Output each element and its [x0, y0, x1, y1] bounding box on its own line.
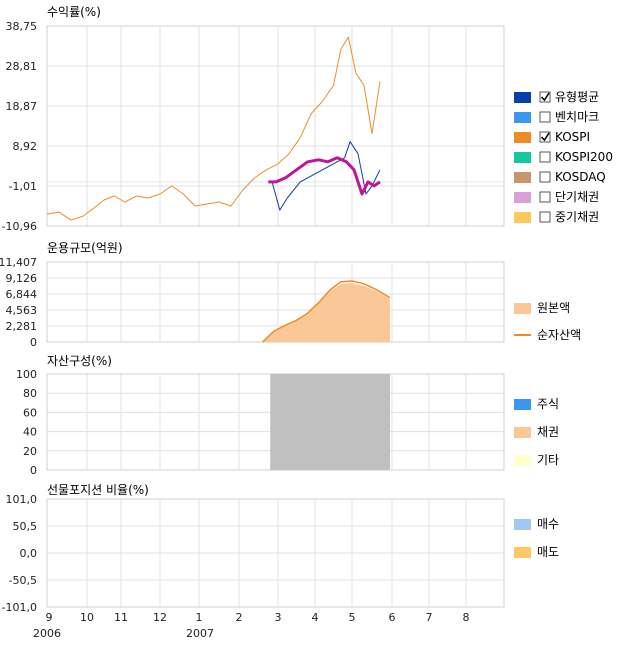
panel-title: 수익률(%): [47, 5, 101, 19]
y-tick-label: 0: [30, 336, 37, 349]
y-tick-label: 38,75: [6, 20, 38, 33]
y-tick-label: -1,01: [9, 180, 37, 193]
legend-label: 주식: [537, 397, 559, 411]
x-tick-label: 4: [312, 611, 319, 624]
series-area-principal: [262, 283, 390, 342]
series-line-type_avg: [271, 141, 381, 211]
legend-checkbox: [539, 111, 551, 123]
legend-swatch: [514, 547, 531, 558]
legend-checkbox: [539, 211, 551, 223]
y-tick-label: 40: [23, 426, 37, 439]
x-year-label: 2006: [33, 627, 61, 640]
series-line-kospi: [46, 36, 381, 221]
legend-swatch: [514, 172, 531, 183]
legend-swatch: [514, 152, 531, 163]
x-tick-label: 10: [80, 611, 94, 624]
check-icon: [540, 92, 550, 102]
x-tick-label: 3: [275, 611, 282, 624]
x-tick-label: 6: [389, 611, 396, 624]
y-tick-label: 8,92: [13, 140, 38, 153]
panel-title: 운용규모(억원): [47, 241, 123, 255]
legend-label: 단기채권: [555, 190, 599, 204]
x-tick-label: 12: [153, 611, 167, 624]
legend-label: KOSPI200: [555, 150, 613, 164]
y-tick-label: 18,87: [6, 100, 38, 113]
legend-label: 유형평균: [555, 90, 599, 104]
y-tick-label: 101,0: [6, 493, 38, 506]
y-tick-label: -10,96: [2, 220, 37, 233]
legend-label: 기타: [537, 453, 559, 467]
legend-swatch: [514, 132, 531, 143]
y-tick-label: 9,126: [6, 272, 38, 285]
panel-title: 선물포지션 비율(%): [47, 483, 149, 497]
y-tick-label: 2,281: [6, 320, 38, 333]
legend-label: 매수: [537, 517, 559, 531]
y-tick-label: 0,0: [20, 547, 38, 560]
legend-swatch: [514, 303, 531, 314]
asset-composition-block: [270, 374, 390, 470]
legend-checkbox: [539, 131, 551, 143]
y-tick-label: 20: [23, 445, 37, 458]
legend-label: 매도: [537, 545, 559, 559]
legend-swatch: [514, 519, 531, 530]
legend-swatch: [514, 455, 531, 466]
x-tick-label: 2: [236, 611, 243, 624]
x-tick-label: 8: [463, 611, 470, 624]
x-tick-label: 5: [349, 611, 356, 624]
legend-checkbox: [539, 191, 551, 203]
legend-label: KOSDAQ: [555, 170, 606, 184]
y-tick-label: -50,5: [9, 574, 37, 587]
legend-label: 벤치마크: [555, 110, 599, 124]
x-tick-label: 11: [114, 611, 128, 624]
y-tick-label: 11,407: [0, 256, 37, 269]
plot-area: [46, 261, 505, 343]
legend-checkbox: [539, 171, 551, 183]
x-year-label: 2007: [186, 627, 214, 640]
legend-swatch: [514, 212, 531, 223]
check-icon: [540, 132, 550, 142]
legend-label: 원본액: [537, 301, 570, 315]
panel-title: 자산구성(%): [47, 354, 112, 368]
y-tick-label: -101,0: [2, 601, 37, 614]
y-tick-label: 60: [23, 406, 37, 419]
y-tick-label: 0: [30, 464, 37, 477]
legend-label: KOSPI: [555, 130, 590, 144]
legend-swatch: [514, 112, 531, 123]
series-line-net-assets: [261, 280, 391, 343]
y-tick-label: 4,563: [6, 304, 38, 317]
series-line-fund: [268, 156, 381, 196]
legend-checkbox: [539, 91, 551, 103]
x-tick-label: 9: [46, 611, 53, 624]
legend-checkbox: [539, 151, 551, 163]
legend-swatch: [514, 92, 531, 103]
y-tick-label: 80: [23, 387, 37, 400]
y-tick-label: 100: [16, 368, 37, 381]
y-tick-label: 6,844: [6, 288, 38, 301]
legend-label: 중기채권: [555, 210, 599, 224]
x-tick-label: 1: [196, 611, 203, 624]
legend-label: 채권: [537, 425, 559, 439]
y-tick-label: 28,81: [6, 60, 38, 73]
x-tick-label: 7: [426, 611, 433, 624]
y-tick-label: 50,5: [13, 520, 38, 533]
legend-swatch: [514, 192, 531, 203]
legend-label: 순자산액: [537, 328, 581, 342]
legend-swatch: [514, 427, 531, 438]
legend-swatch: [514, 399, 531, 410]
